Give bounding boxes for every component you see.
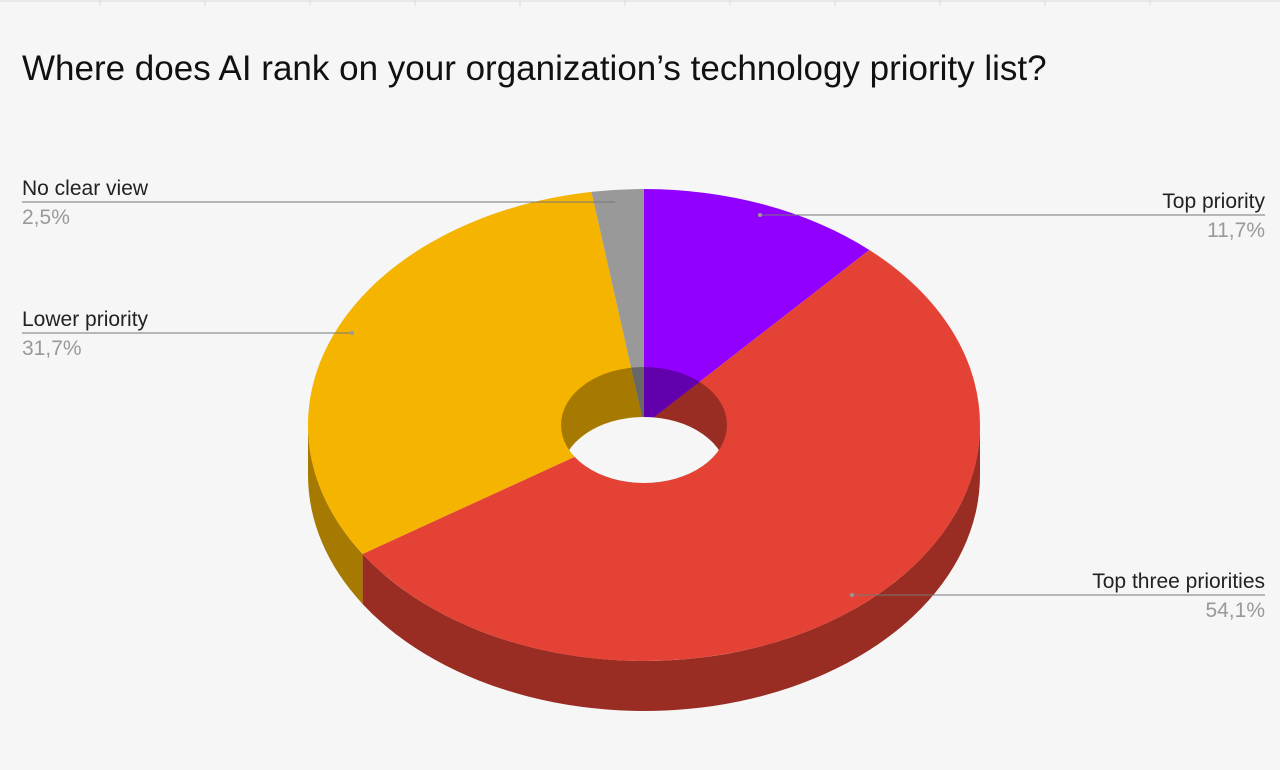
hole-wall	[644, 367, 727, 425]
slice-value: 11,7%	[1207, 219, 1265, 242]
slice-side	[362, 425, 980, 711]
leader-dot	[350, 331, 354, 335]
slice-side	[308, 425, 363, 604]
leader-dot	[850, 593, 854, 597]
slice	[644, 189, 870, 425]
slice-label: No clear view	[22, 177, 149, 200]
slice-value: 31,7%	[22, 337, 82, 360]
slice-label: Lower priority	[22, 308, 149, 331]
hole-opening	[561, 417, 727, 483]
top-gridlines	[0, 0, 1280, 6]
slice-label: Top three priorities	[1092, 570, 1265, 593]
slice-value: 54,1%	[1205, 599, 1265, 622]
chart-title: Where does AI rank on your organization’…	[22, 49, 1047, 88]
slice	[308, 191, 644, 554]
slice-value: 2,5%	[22, 206, 70, 229]
slice-label: Top priority	[1162, 190, 1265, 213]
slice	[591, 189, 644, 425]
leader-dot	[615, 200, 619, 204]
hole-wall	[624, 367, 644, 425]
leader-dot	[758, 213, 762, 217]
